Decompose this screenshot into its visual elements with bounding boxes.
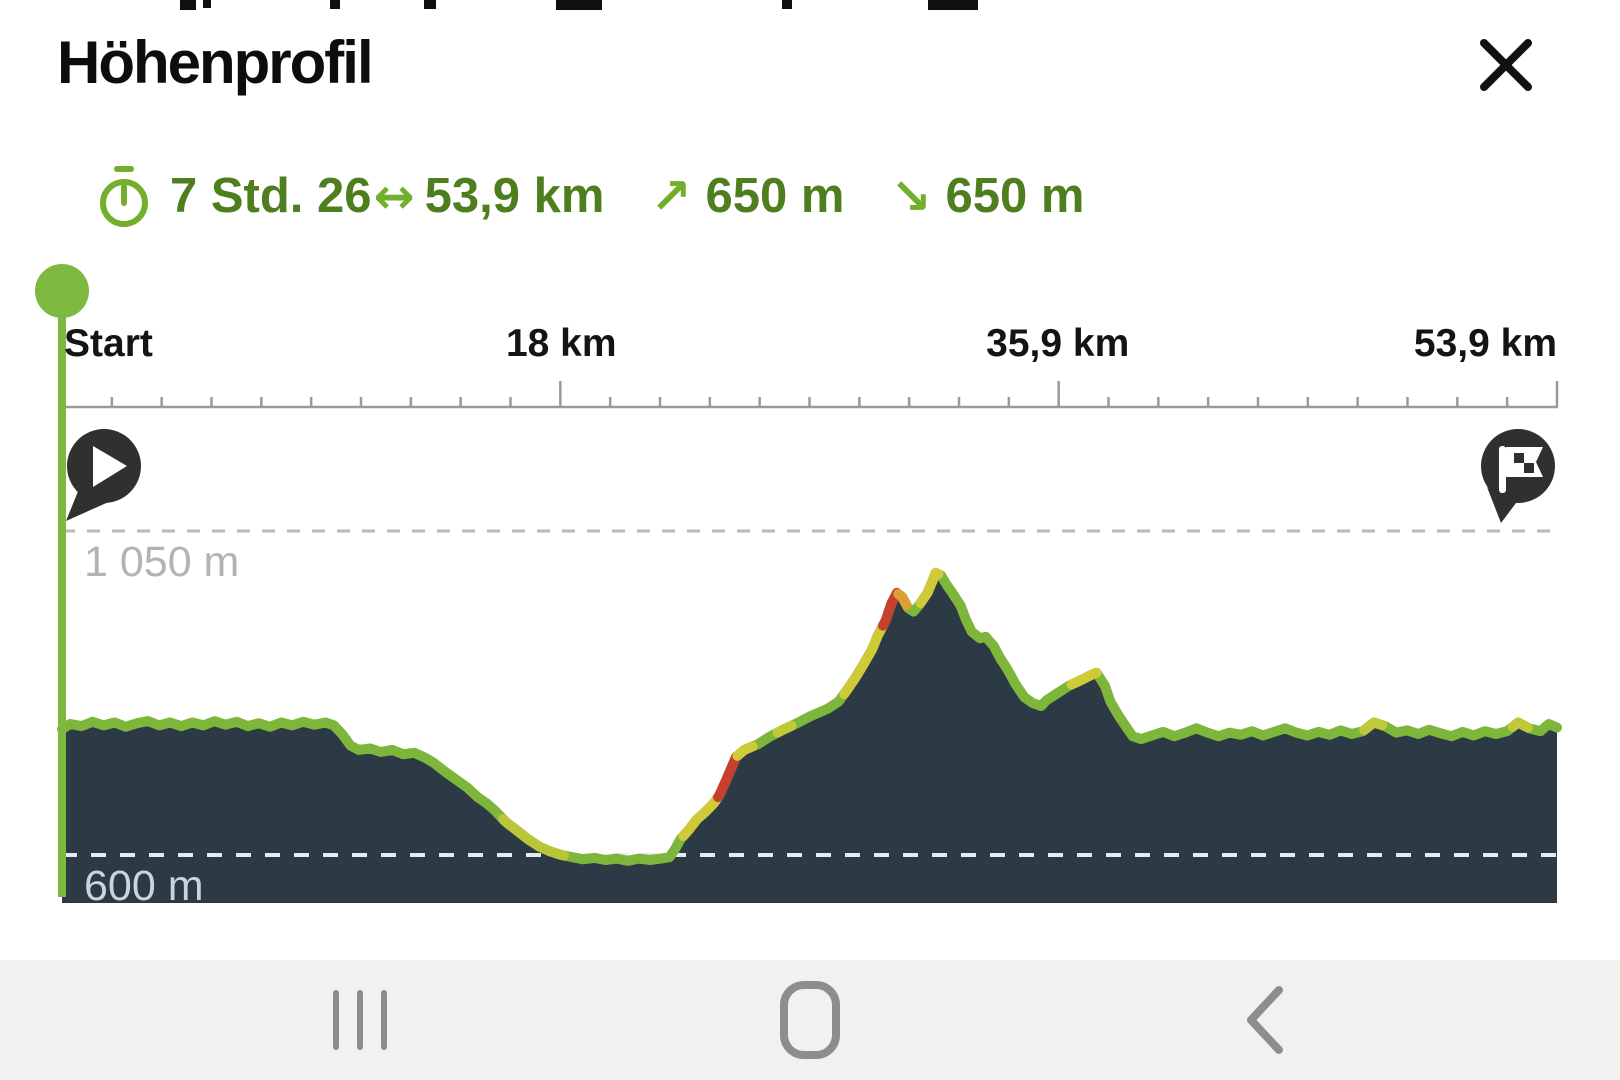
axis-label-53-9-km: 53,9 km bbox=[1413, 322, 1557, 365]
play-icon bbox=[93, 446, 127, 487]
position-marker-handle[interactable] bbox=[35, 264, 89, 318]
status-bar-remnant bbox=[203, 0, 211, 8]
page-title: Höhenprofil bbox=[57, 29, 374, 96]
back-icon bbox=[1241, 984, 1287, 1056]
recents-icon bbox=[330, 987, 390, 1053]
descent-value: 650 m bbox=[945, 169, 1085, 223]
recents-button[interactable] bbox=[290, 960, 430, 1080]
status-bar-remnant bbox=[330, 0, 340, 9]
axis-label-18-km: 18 km bbox=[505, 322, 617, 365]
status-bar-remnant bbox=[180, 0, 196, 10]
steep-segment bbox=[839, 620, 888, 699]
close-icon bbox=[1475, 34, 1537, 96]
status-bar-remnant bbox=[556, 0, 602, 10]
tour-stats: 7 Std. 26 ↔ 53,9 km ↗ 650 m ↘ 650 m bbox=[92, 163, 1084, 229]
home-button[interactable] bbox=[740, 960, 880, 1080]
status-bar-remnant bbox=[928, 0, 978, 10]
ascent-arrow-icon: ↗ bbox=[650, 167, 692, 225]
finish-flag-icon bbox=[1524, 463, 1534, 473]
steep-segment bbox=[1066, 667, 1102, 690]
steep-segment bbox=[498, 814, 569, 861]
finish-pin bbox=[1487, 487, 1519, 523]
steep-segment bbox=[772, 720, 797, 738]
axis-label-start: Start bbox=[64, 322, 153, 365]
axis-label-35-9-km: 35,9 km bbox=[986, 322, 1130, 365]
steep-segment bbox=[732, 741, 758, 761]
steep-segment bbox=[1359, 717, 1388, 736]
duration-value: 7 Std. 26 bbox=[170, 169, 372, 223]
terrain-fill bbox=[62, 572, 1557, 903]
finish-flag-icon bbox=[1514, 453, 1524, 463]
start-pin bbox=[66, 484, 113, 521]
descent-arrow-icon: ↘ bbox=[890, 167, 932, 225]
back-button[interactable] bbox=[1194, 960, 1334, 1080]
gridline-label-600: 600 m bbox=[84, 862, 204, 910]
ascent-value: 650 m bbox=[705, 169, 845, 223]
status-bar-remnant bbox=[424, 0, 436, 9]
distance-value: 53,9 km bbox=[424, 169, 605, 223]
gridline-label-1050: 1 050 m bbox=[84, 538, 240, 586]
home-icon bbox=[779, 980, 841, 1060]
steep-segment bbox=[678, 792, 723, 841]
steep-segment bbox=[893, 589, 912, 611]
status-bar-remnant bbox=[782, 0, 792, 9]
close-button[interactable] bbox=[1463, 22, 1549, 108]
finish-flag-icon bbox=[1499, 446, 1506, 493]
stopwatch-icon bbox=[92, 163, 156, 229]
android-navbar bbox=[0, 960, 1620, 1080]
steep-segment bbox=[915, 567, 944, 609]
steep-segment bbox=[1507, 717, 1533, 733]
distance-arrow-icon: ↔ bbox=[373, 167, 415, 225]
